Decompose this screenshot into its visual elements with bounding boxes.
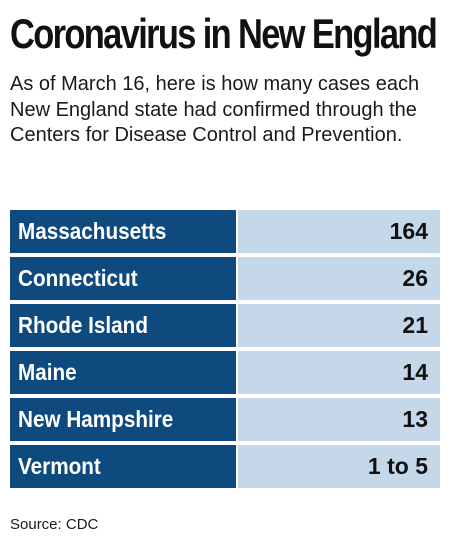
cell-divider [236, 257, 238, 300]
state-name: Rhode Island [18, 312, 148, 338]
cell-divider [236, 398, 238, 441]
chart-title: Coronavirus in New England [10, 10, 438, 57]
case-count-cell: 26 [238, 257, 440, 300]
state-name: Vermont [18, 453, 101, 479]
state-cell: Rhode Island [10, 304, 236, 347]
state-cell: New Hampshire [10, 398, 236, 441]
state-cell: Maine [10, 351, 236, 394]
state-name: Massachusetts [18, 218, 167, 244]
table-row: New Hampshire 13 [10, 398, 440, 441]
table-row: Massachusetts 164 [10, 210, 440, 253]
cell-divider [236, 304, 238, 347]
table-row: Maine 14 [10, 351, 440, 394]
case-count-cell: 13 [238, 398, 440, 441]
table-row: Rhode Island 21 [10, 304, 440, 347]
state-name: New Hampshire [18, 406, 174, 432]
state-name: Connecticut [18, 265, 138, 291]
state-name: Maine [18, 359, 77, 385]
case-count-cell: 164 [238, 210, 440, 253]
table-row: Vermont 1 to 5 [10, 445, 440, 488]
chart-subtitle: As of March 16, here is how many cases e… [10, 73, 420, 146]
cell-divider [236, 445, 238, 488]
case-count-cell: 14 [238, 351, 440, 394]
state-cell: Vermont [10, 445, 236, 488]
case-count-cell: 1 to 5 [238, 445, 440, 488]
table-row: Connecticut 26 [10, 257, 440, 300]
state-cell: Massachusetts [10, 210, 236, 253]
case-count-cell: 21 [238, 304, 440, 347]
cell-divider [236, 210, 238, 253]
cell-divider [236, 351, 238, 394]
source-note: Source: CDC [10, 516, 99, 533]
cases-table: Massachusetts 164 Connecticut 26 Rhode Islan… [10, 210, 440, 492]
state-cell: Connecticut [10, 257, 236, 300]
